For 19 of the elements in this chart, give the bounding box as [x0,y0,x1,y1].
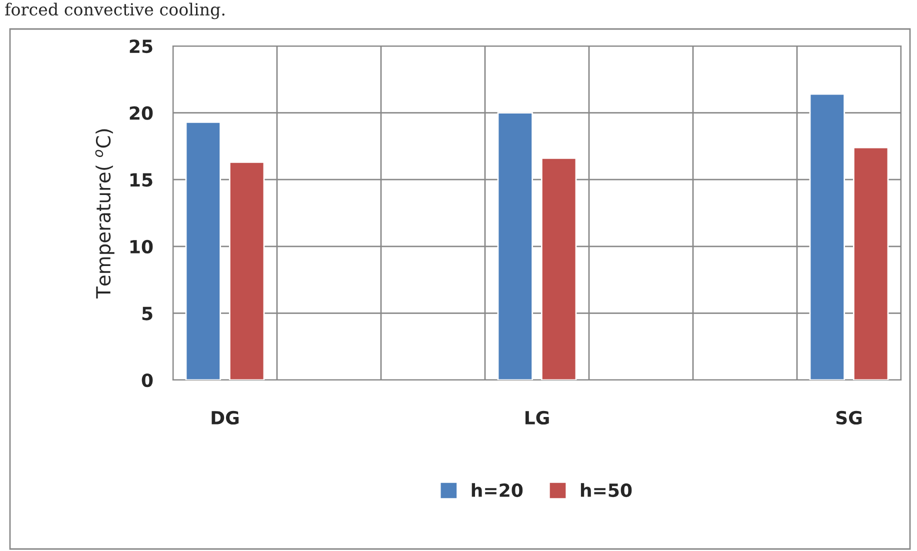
x-tick-label: DG [212,410,239,425]
bar [540,158,577,380]
legend-label: h=20 [472,483,523,498]
bar [809,93,846,380]
y-tick-label: 15 [130,173,152,187]
y-tick-label: 5 [142,306,152,320]
text: forced convective cooling. [5,2,224,20]
x-tick-label: SG [836,410,862,425]
bar [497,112,534,380]
bar [228,162,265,380]
bar [185,121,222,380]
y-tick-label: 0 [142,373,153,388]
legend-label: h=50 [580,483,632,498]
y-tick-label: 20 [130,106,153,120]
bar [852,146,889,380]
y-axis-title: Temperature( $^{o}$C) [95,129,114,299]
x-tick-label: LG [525,410,549,425]
y-tick-label: 25 [130,39,152,54]
y-tick-label: 10 [130,240,153,254]
